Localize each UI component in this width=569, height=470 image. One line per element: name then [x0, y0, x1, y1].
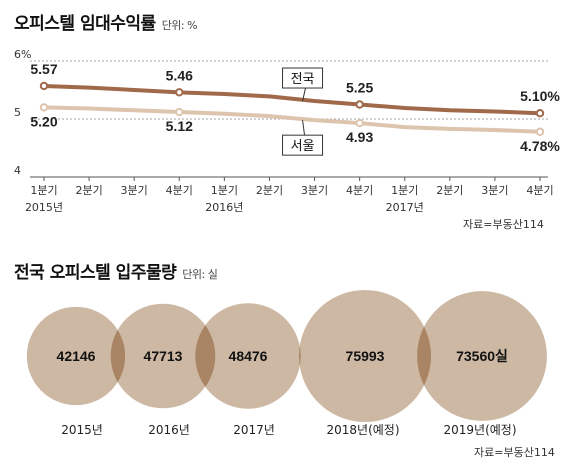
bubble-value-label: 48476: [229, 348, 268, 364]
callout-leader: [302, 120, 306, 136]
bubble-year-label: 2018년(예정): [326, 423, 399, 437]
y-tick-label: 6%: [14, 48, 31, 61]
bubble-value-label: 42146: [57, 348, 96, 364]
bubble-4: [417, 291, 547, 421]
x-tick-label: 2분기: [436, 184, 463, 197]
bubble-value-label: 75993: [346, 348, 385, 364]
data-label: 5.10%: [520, 88, 560, 104]
data-point-marker: [175, 88, 184, 97]
x-tick-label: 4분기: [526, 184, 553, 197]
data-point-marker: [355, 118, 364, 128]
x-tick-label: 3분기: [481, 184, 508, 197]
bubble-year-label: 2017년: [233, 423, 275, 437]
x-tick-label: 2분기: [75, 184, 102, 197]
bubble-value-label: 73560실: [456, 348, 508, 364]
x-tick-label: 3분기: [301, 184, 328, 197]
data-point-marker: [39, 81, 49, 91]
bubble-year-label: 2016년: [148, 423, 190, 437]
chart2-source: 자료=부동산114: [474, 446, 555, 459]
x-tick-label: 3분기: [121, 184, 148, 197]
series-line-0: [42, 83, 542, 116]
chart1-source: 자료=부동산114: [463, 218, 544, 231]
x-year-label: 2017년: [386, 201, 424, 214]
bubble-2: [195, 303, 301, 409]
data-point-marker: [535, 109, 545, 118]
data-label: 5.25: [346, 80, 373, 96]
bubble-year-label: 2019년(예정): [443, 423, 516, 437]
chart2-title: 전국 오피스텔 입주물량 단위: 실: [14, 258, 218, 283]
data-point-marker: [175, 107, 184, 117]
bubble-1: [110, 303, 216, 409]
callout-box: [282, 67, 324, 89]
data-label: 5.57: [30, 61, 57, 77]
chart2-title-text: 전국 오피스텔 입주물량: [14, 263, 177, 283]
line-chart: 6% 5 4 1분기 2분기 3분기 4분기 1분기 2분기 3분기 4분기 1분기 2분기 3분기 4분기…: [14, 48, 560, 214]
x-tick-label: 4분기: [346, 184, 373, 197]
x-tick-label: 2분기: [256, 184, 283, 197]
x-tick-label: 4분기: [166, 184, 193, 197]
series-line-1: [42, 105, 542, 134]
data-label: 4.78%: [520, 138, 560, 154]
chart1-title-text: 오피스텔 임대수익률: [14, 14, 156, 34]
bubble-value-label: 47713: [144, 348, 183, 364]
x-year-label: 2016년: [205, 201, 243, 214]
x-tick-label: 1분기: [391, 184, 418, 197]
chart1-title: 오피스텔 임대수익률 단위: %: [14, 9, 198, 34]
x-tick-label: 1분기: [30, 184, 57, 197]
bubble-0: [26, 306, 126, 406]
data-label: 4.93: [346, 129, 373, 145]
y-tick-label: 5: [14, 106, 21, 119]
series-name-label: 서울: [291, 139, 315, 154]
y-tick-label: 4: [14, 164, 21, 177]
data-point-marker: [39, 103, 49, 112]
x-year-label: 2015년: [25, 201, 63, 214]
data-label: 5.12: [166, 118, 193, 134]
data-label: 5.20: [30, 113, 57, 129]
callout-box: [282, 134, 324, 156]
series-name-label: 전국: [291, 72, 315, 87]
callout-leader: [302, 87, 307, 102]
x-tick-label: 1분기: [211, 184, 238, 197]
data-point-marker: [355, 100, 364, 109]
data-label: 5.46: [166, 67, 193, 83]
bubble-3: [299, 290, 431, 422]
chart2-unit: 단위: 실: [182, 268, 218, 281]
data-point-marker: [535, 127, 545, 136]
chart1-unit: 단위: %: [161, 19, 198, 32]
bubble-year-label: 2015년: [61, 423, 103, 437]
